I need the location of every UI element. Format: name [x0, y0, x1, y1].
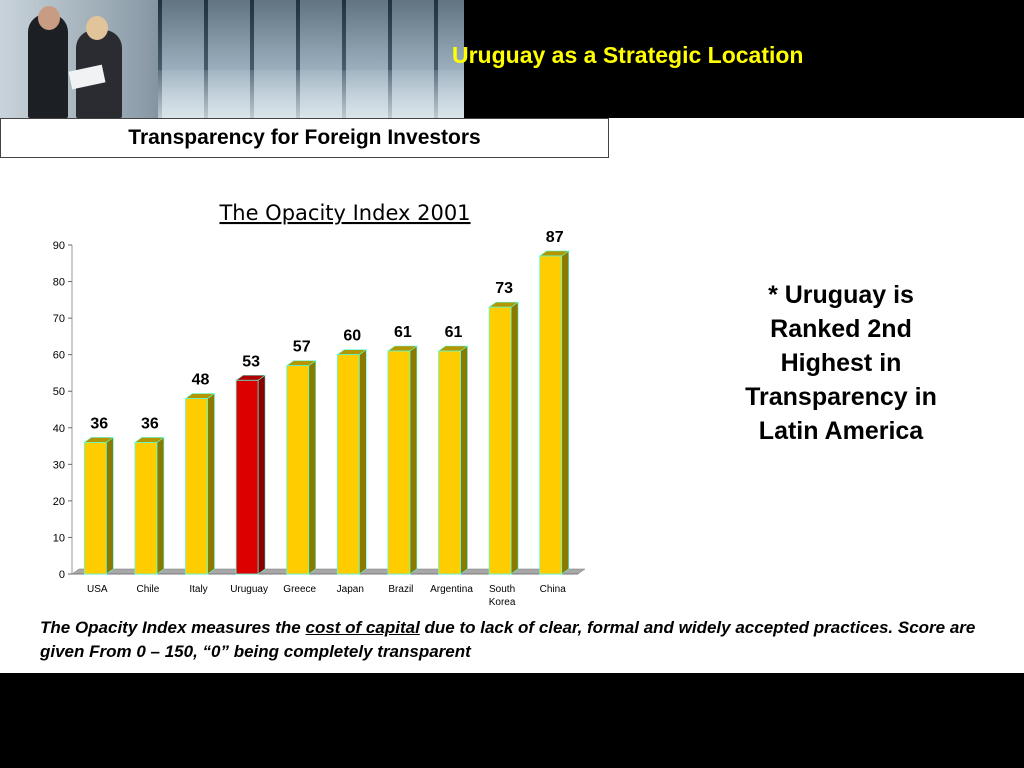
bar-side	[510, 301, 519, 575]
x-tick-label: Italy	[189, 584, 207, 595]
bar-side	[106, 436, 114, 575]
bar-side	[308, 360, 317, 575]
bar-argentina	[438, 350, 461, 575]
bar-side	[156, 436, 165, 575]
x-tick-label: USA	[87, 584, 108, 595]
person-head	[86, 16, 108, 40]
y-tick-label: 0	[59, 569, 65, 581]
bar-chile	[134, 441, 158, 575]
bar-side	[409, 345, 418, 575]
y-tick-label: 70	[53, 313, 65, 325]
y-tick-label: 80	[53, 277, 65, 289]
bar-italy	[185, 398, 208, 575]
chart-title: The Opacity Index 2001	[218, 201, 470, 225]
y-tick-label: 20	[53, 496, 65, 508]
slide-title: Uruguay as a Strategic Location	[452, 42, 804, 68]
y-tick-label: 30	[53, 459, 65, 471]
data-label: 36	[90, 415, 108, 432]
opacity-index-chart: The Opacity Index 2001 0 10 20 30 40 50 60 70 80…	[0, 190, 620, 620]
bar-brazil	[387, 350, 411, 575]
footnote-text-2: due to lack of clear, formal and widely …	[40, 618, 976, 661]
bar-usa	[83, 441, 107, 575]
header-bar: Uruguay as a Strategic Location	[0, 0, 1024, 118]
data-label: 61	[394, 324, 412, 341]
bar-side	[460, 345, 468, 575]
y-tick-label: 40	[53, 423, 65, 435]
side-note: * Uruguay is Ranked 2nd Highest in Trans…	[745, 281, 937, 445]
bar-side	[358, 349, 367, 575]
bar-greece	[286, 365, 310, 575]
bar-side	[561, 250, 570, 575]
slide-subtitle: Transparency for Foreign Investors	[0, 118, 609, 158]
header-photo	[0, 0, 464, 118]
footnote-link-text: cost of capital	[305, 618, 420, 637]
bar-china	[539, 255, 563, 575]
x-tick-label: South Korea	[489, 584, 516, 608]
x-tick-label: Japan	[337, 584, 364, 595]
y-tick-label: 90	[53, 240, 65, 252]
bar-side	[257, 374, 266, 575]
y-tick-label: 60	[53, 350, 65, 362]
x-tick-label: Uruguay	[230, 584, 268, 595]
data-label: 60	[343, 328, 361, 345]
data-label: 53	[242, 353, 260, 370]
y-tick-label: 10	[53, 532, 65, 544]
x-tick-label: Brazil	[388, 584, 413, 595]
y-tick-label: 50	[53, 386, 65, 398]
data-label: 36	[141, 415, 159, 432]
bar-side	[207, 392, 215, 575]
bar-chart-svg: The Opacity Index 2001 0 10 20 30 40 50 60 70 80…	[53, 201, 586, 608]
data-label: 61	[445, 324, 463, 341]
data-label: 48	[192, 372, 210, 389]
data-label: 87	[546, 229, 564, 246]
footnote-text-1: The Opacity Index measures the	[40, 618, 306, 637]
data-label: 57	[293, 339, 311, 356]
footer-bar	[0, 673, 1024, 768]
bar-japan	[336, 354, 360, 575]
floor-image	[158, 70, 464, 118]
person-figure	[28, 14, 68, 118]
x-tick-label: Greece	[283, 584, 316, 595]
person-head	[38, 6, 60, 30]
bar-south-korea	[488, 306, 512, 575]
footnote: The Opacity Index measures the cost of c…	[40, 616, 1000, 664]
x-tick-label: China	[540, 584, 567, 595]
x-tick-label: Argentina	[430, 584, 473, 595]
data-label: 73	[495, 280, 513, 297]
bar-uruguay	[235, 379, 259, 575]
x-tick-label: Chile	[137, 584, 160, 595]
